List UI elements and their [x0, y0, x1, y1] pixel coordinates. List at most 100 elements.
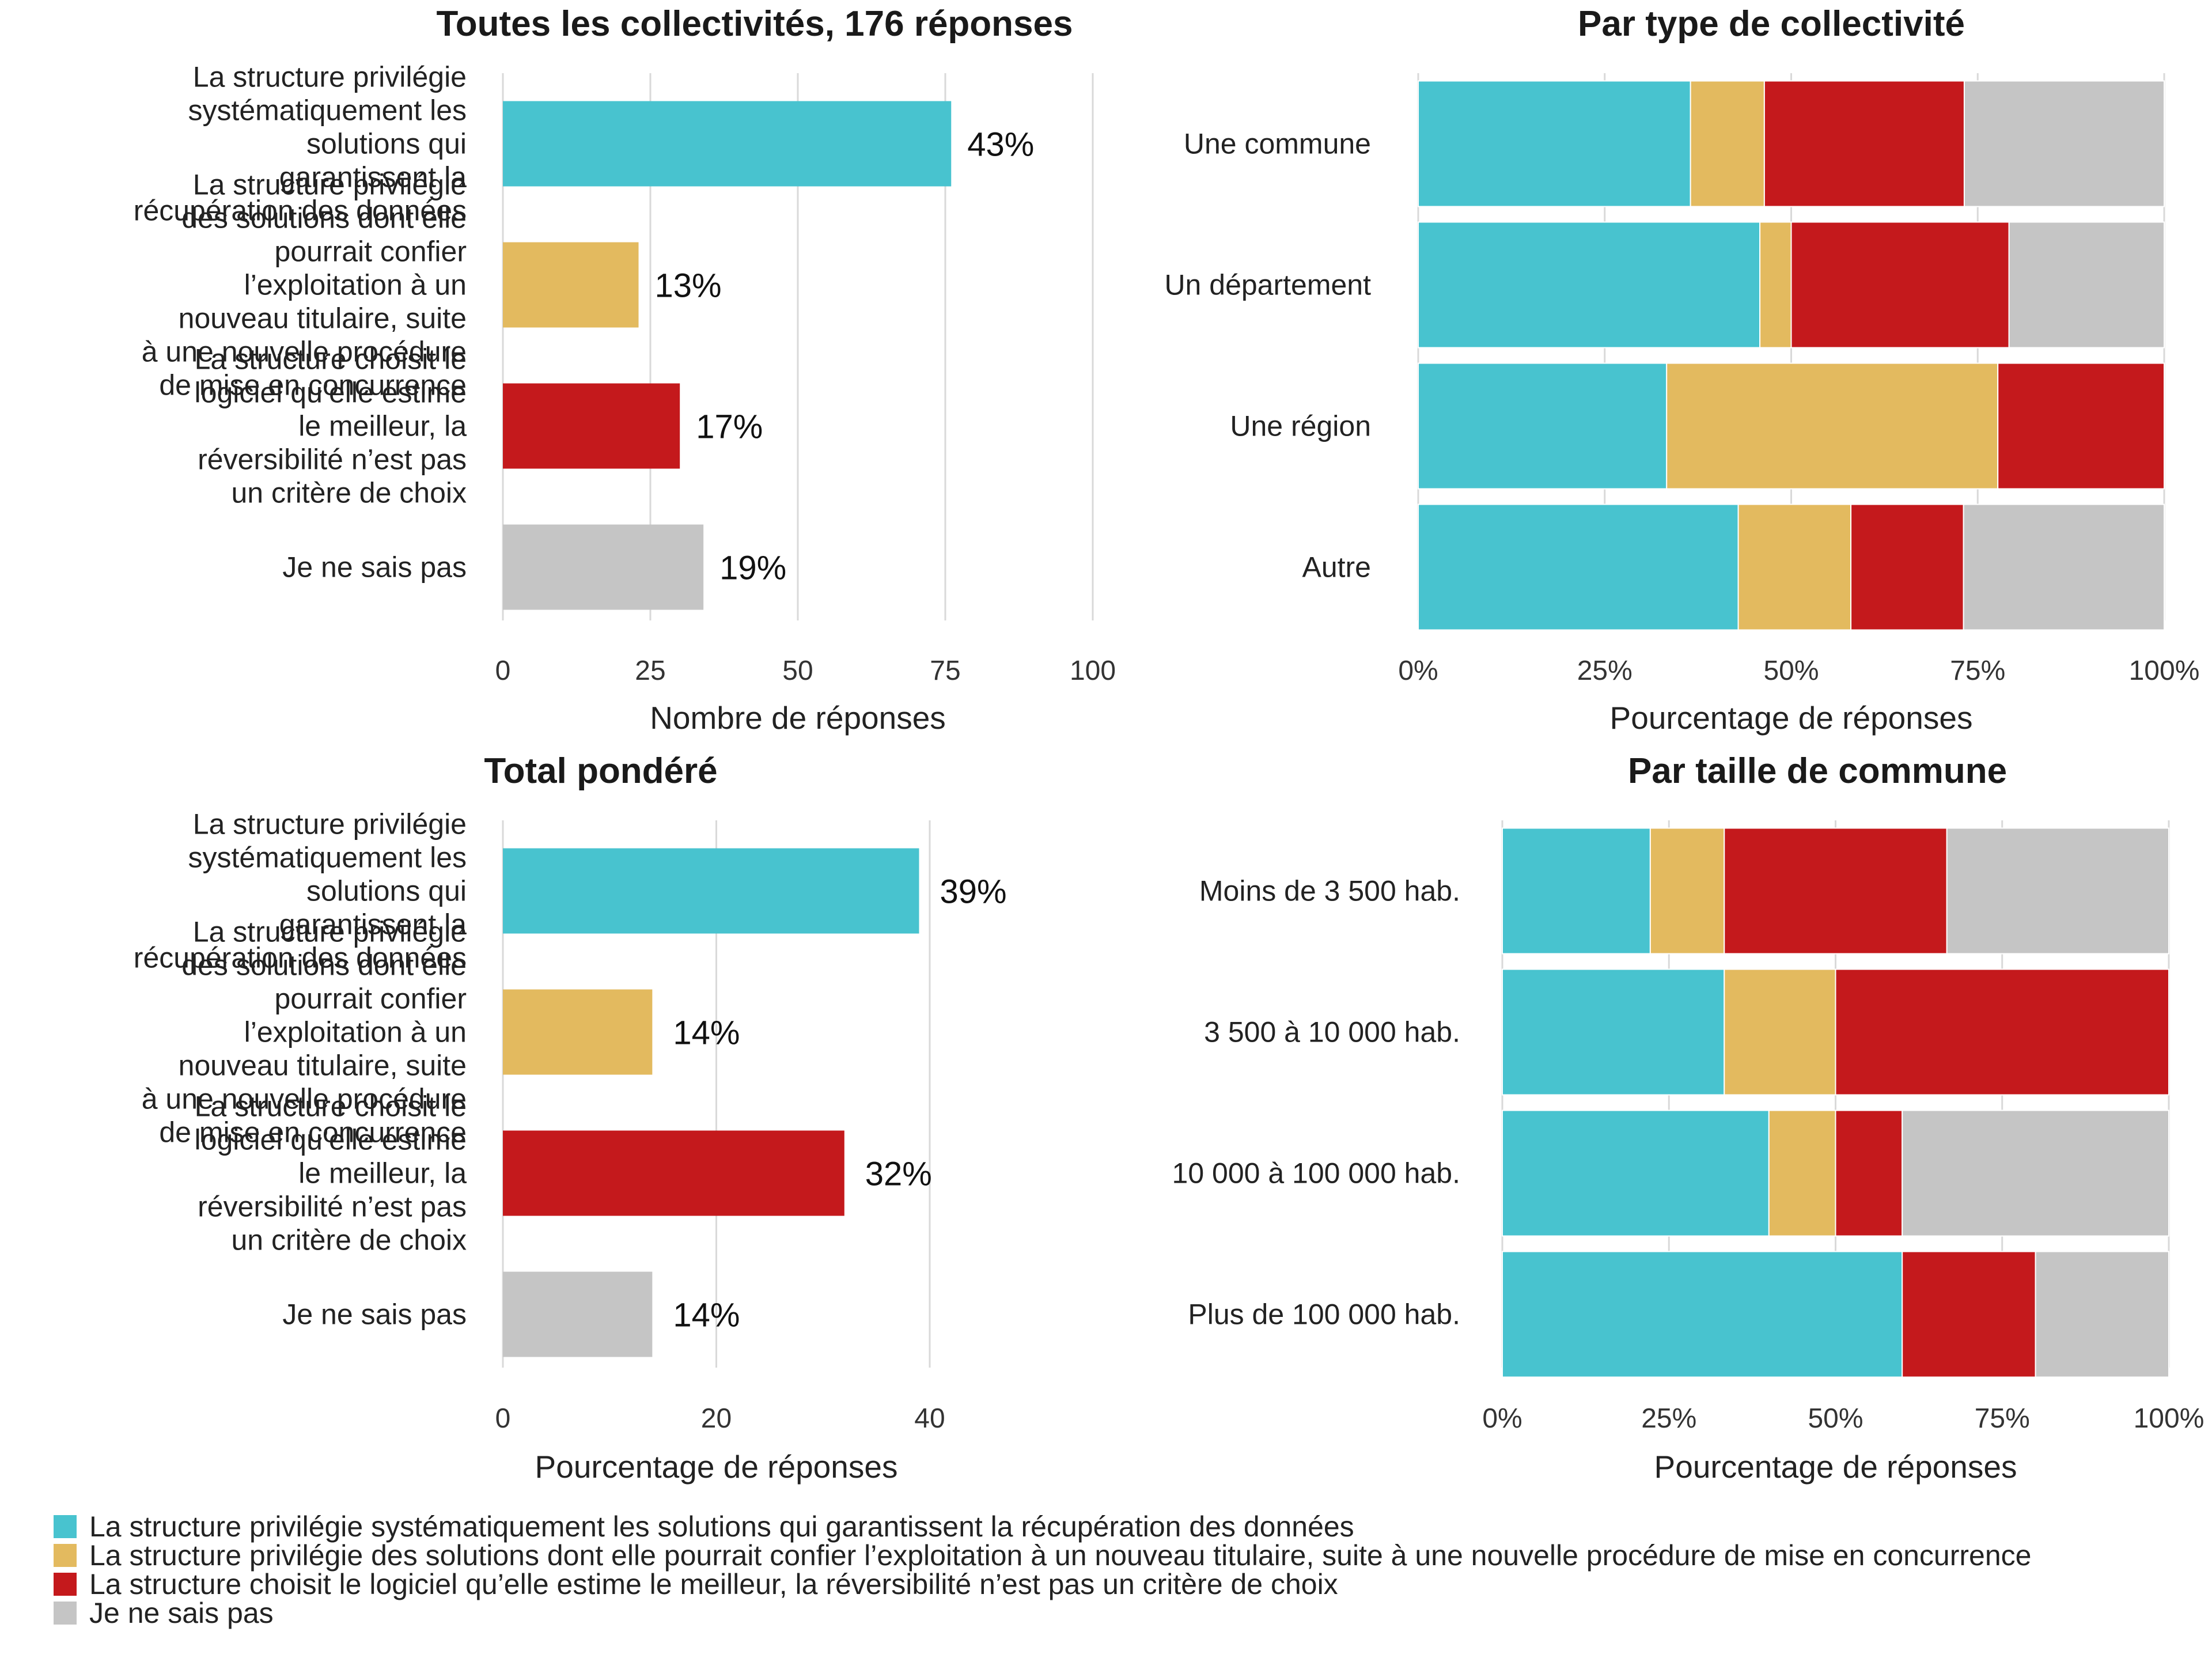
bar	[503, 524, 704, 610]
bar	[503, 101, 952, 187]
panel-title: Par taille de commune	[1628, 751, 2007, 791]
category-label: 3 500 à 10 000 hab.	[1204, 1016, 1460, 1048]
data-label: 17%	[696, 408, 763, 446]
panel-title: Total pondéré	[484, 751, 717, 791]
data-label: 13%	[655, 267, 722, 305]
bar-segment	[1418, 80, 1691, 207]
bar-segment	[1997, 362, 2165, 490]
bar-segment	[1763, 80, 1965, 207]
category-label: Je ne sais pas	[282, 551, 467, 584]
panel-title: Par type de collectivité	[1578, 4, 1965, 44]
bar	[503, 1130, 844, 1216]
bar-segment	[1835, 968, 2169, 1096]
x-tick-label: 0%	[1398, 656, 1438, 686]
bar-segment	[1418, 221, 1761, 349]
bar-segment	[1768, 1110, 1836, 1237]
x-tick-label: 50%	[1808, 1403, 1863, 1434]
bar-segment	[1850, 503, 1964, 631]
x-axis-title: Pourcentage de réponses	[1610, 700, 1973, 736]
bar-segment	[1963, 503, 2165, 631]
data-label: 43%	[967, 126, 1034, 164]
legend-label: La structure choisit le logiciel qu’elle…	[89, 1568, 1338, 1600]
bar	[503, 383, 680, 469]
panel-title: Toutes les collectivités, 176 réponses	[436, 4, 1073, 44]
legend: La structure privilégie systématiquement…	[54, 1510, 2031, 1629]
x-tick-label: 100%	[2129, 656, 2200, 686]
legend-swatch	[54, 1544, 77, 1567]
x-tick-label: 100%	[2134, 1403, 2205, 1434]
x-tick-label: 75	[930, 656, 960, 686]
panel-1: Toutes les collectivités, 176 réponses 0 2…	[134, 4, 1116, 736]
category-label: La structure privilégie systématiquement …	[134, 808, 467, 974]
data-label: 39%	[940, 873, 1006, 911]
x-tick-label: 0%	[1482, 1403, 1522, 1434]
category-label: Plus de 100 000 hab.	[1188, 1298, 1460, 1331]
bar-segment	[1502, 1251, 1903, 1378]
legend-swatch	[54, 1573, 77, 1596]
bar	[503, 848, 919, 934]
bar-segment	[1690, 80, 1765, 207]
category-label: La structure privilégie des solutions don…	[142, 916, 467, 1149]
bar-segment	[1418, 362, 1668, 490]
x-axis-title: Nombre de réponses	[650, 700, 946, 736]
x-tick-label: 0	[495, 1403, 511, 1434]
bar-segment	[1835, 1110, 1903, 1237]
legend-label: Je ne sais pas	[89, 1597, 274, 1629]
data-label: 19%	[719, 550, 786, 587]
category-label: La structure privilégie systématiquement …	[134, 61, 467, 227]
bar	[503, 1271, 653, 1357]
x-tick-label: 50	[782, 656, 813, 686]
bar-segment	[2035, 1251, 2170, 1378]
x-tick-label: 25%	[1577, 656, 1633, 686]
bar-segment	[1724, 827, 1948, 955]
x-tick-label: 40	[914, 1403, 945, 1434]
x-tick-label: 20	[701, 1403, 732, 1434]
bar-segment	[1502, 968, 1725, 1096]
bar-segment	[1418, 503, 1739, 631]
x-axis-title: Pourcentage de réponses	[535, 1449, 898, 1485]
legend-swatch	[54, 1515, 77, 1538]
x-tick-label: 100	[1070, 656, 1116, 686]
category-label: 10 000 à 100 000 hab.	[1172, 1157, 1460, 1190]
bar-segment	[1902, 1251, 2036, 1378]
bar-segment	[1902, 1110, 2169, 1237]
bar-segment	[1649, 827, 1725, 955]
x-tick-label: 0	[495, 656, 511, 686]
x-tick-label: 25	[635, 656, 665, 686]
category-label: La structure choisit le logiciel qu’elle …	[195, 1091, 467, 1256]
legend-label: La structure privilégie des solutions do…	[89, 1539, 2031, 1572]
x-tick-label: 25%	[1641, 1403, 1696, 1434]
bar-segment	[2008, 221, 2165, 349]
category-label: Moins de 3 500 hab.	[1199, 875, 1460, 907]
panel-4: Par taille de commune 0% 25% 50% 75% 100% Pour…	[1172, 751, 2205, 1485]
category-label: Une région	[1230, 410, 1371, 442]
bar-segment	[1946, 827, 2169, 955]
bar-segment	[1666, 362, 1999, 490]
bar-segment	[1502, 827, 1651, 955]
legend-swatch	[54, 1602, 77, 1625]
category-label: La structure privilégie des solutions don…	[142, 169, 467, 402]
category-label: Je ne sais pas	[282, 1298, 467, 1331]
panel-3: Total pondéré 0 20 40 Pourcentage de réponse…	[134, 751, 1007, 1485]
bar-segment	[1724, 968, 1836, 1096]
bar	[503, 242, 639, 328]
x-tick-label: 75%	[1950, 656, 2005, 686]
category-label: La structure choisit le logiciel qu’elle …	[195, 343, 467, 509]
panel-2: Par type de collectivité 0% 25% 50% 75% 100% P…	[1164, 4, 2199, 736]
legend-label: La structure privilégie systématiquement…	[89, 1510, 1354, 1543]
data-label: 14%	[673, 1014, 740, 1052]
bar-segment	[1759, 221, 1792, 349]
bar-segment	[1790, 221, 2010, 349]
data-label: 14%	[673, 1297, 740, 1334]
category-label: Autre	[1302, 551, 1371, 584]
bar-segment	[1502, 1110, 1770, 1237]
category-label: Un département	[1164, 269, 1371, 301]
bar	[503, 989, 653, 1075]
x-axis-title: Pourcentage de réponses	[1654, 1449, 2017, 1485]
bar-segment	[1737, 503, 1852, 631]
category-label: Une commune	[1184, 128, 1371, 160]
data-label: 32%	[865, 1156, 932, 1193]
bar-segment	[1963, 80, 2165, 207]
